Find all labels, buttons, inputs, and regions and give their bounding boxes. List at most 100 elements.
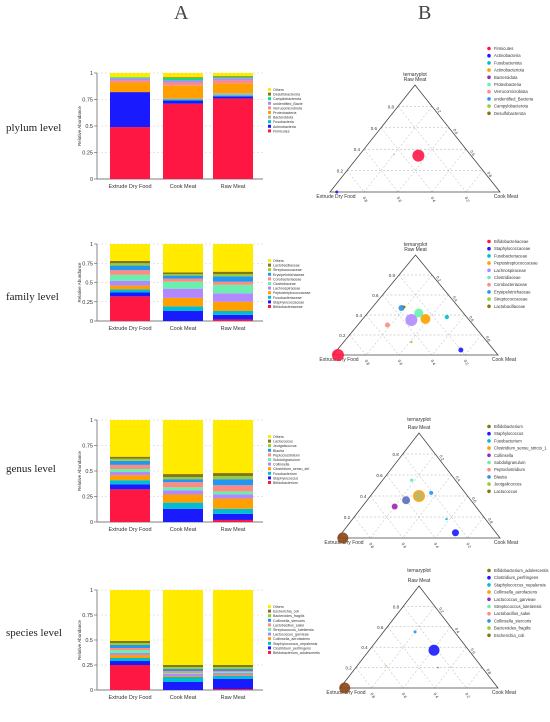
bar-segment	[163, 490, 203, 495]
ternary-legend-dot	[487, 239, 491, 244]
ternary-legend-dot	[487, 97, 491, 101]
level-label-genus: genus level	[6, 463, 56, 475]
legend-label: Staphylococcus	[273, 476, 298, 480]
bar-segment	[163, 73, 203, 78]
bar-segment	[110, 655, 150, 658]
bar-segment	[213, 310, 253, 315]
bar-segment	[110, 590, 150, 641]
ternary-tick-label: 0.2	[435, 275, 442, 283]
legend-label: Streptococcus_lutetiensis	[273, 628, 314, 632]
bar-segment	[110, 643, 150, 645]
y-tick-label: 0.75	[82, 261, 93, 267]
legend-label: Staphylococcus_nepalensis	[273, 642, 318, 646]
y-tick-label: 0.25	[82, 151, 93, 157]
ternary-grid	[464, 334, 482, 356]
bar-segment	[163, 673, 203, 674]
ternary-tick-label: 0.4	[356, 313, 363, 318]
bar-segment	[110, 292, 150, 297]
ternary-tick-label: 0.6	[372, 293, 379, 298]
ternary-tick-label: 0.4	[454, 627, 461, 635]
ternary-legend-label: Bacteroides_fragilis	[494, 626, 531, 631]
bar-segment	[163, 281, 203, 289]
ternary-legend-dot	[487, 467, 491, 472]
bar-segment	[213, 675, 253, 676]
ternary-legend-label: unidentified_Bacteria	[494, 96, 534, 101]
ternary-legend-label: Streptococcus_lutetiensis	[494, 604, 541, 609]
ternary-grid	[435, 495, 468, 539]
ternary-tick-label: 0.2	[438, 606, 445, 614]
y-tick-label: 0.5	[85, 281, 93, 287]
y-tick-label: 0.5	[85, 469, 93, 475]
vertex-label-raw: Raw Meat	[404, 77, 427, 83]
ternary-legend-dot	[487, 431, 491, 436]
ternary-point	[337, 532, 349, 544]
ternary-legend-dot	[487, 626, 491, 630]
bar-segment	[163, 99, 203, 101]
panel-letter-b: B	[418, 2, 432, 24]
ternary-point	[428, 644, 440, 656]
legend-swatch	[268, 628, 271, 631]
bar-segment	[213, 77, 253, 79]
bar-segment	[163, 665, 203, 667]
legend-label: unidentified_Bacte	[273, 102, 303, 106]
legend-swatch	[268, 444, 271, 448]
ternary-legend-dot	[487, 633, 491, 638]
legend-swatch	[268, 286, 271, 290]
legend-label: Clostridium_sensu_stri	[273, 467, 310, 471]
bar-segment	[163, 310, 203, 321]
legend-swatch	[268, 651, 271, 654]
legend-swatch	[268, 120, 271, 124]
vertex-label-cook: Cook Meat	[494, 540, 519, 546]
ternary-title: ternaryplot	[407, 417, 431, 423]
bar-segment	[110, 265, 150, 271]
legend-swatch	[268, 614, 271, 618]
legend-label: Fusobacteria	[273, 120, 294, 124]
ternary-point	[409, 478, 414, 483]
ternary-legend-label: Subdoligranulum	[494, 460, 526, 465]
ternary-legend-dot	[487, 568, 491, 573]
ternary-title: ternaryplot	[403, 72, 427, 78]
ternary-point	[402, 496, 411, 505]
ternary-tick-label: 0.4	[455, 475, 462, 483]
ternary-grid	[363, 149, 399, 193]
bar-segment	[110, 92, 150, 128]
ternary-legend-dot	[487, 261, 491, 265]
bar-segment	[213, 301, 253, 311]
level-label-phylum: plylum level	[6, 122, 62, 134]
ternary-tick-label: 0.4	[452, 128, 459, 136]
ternary-point	[335, 190, 339, 194]
bar-segment	[213, 485, 253, 492]
bar-segment	[110, 456, 150, 459]
bar-segment	[163, 420, 203, 475]
legend-swatch	[268, 448, 271, 452]
bar-segment	[213, 676, 253, 679]
ternary-legend-label: Actinobacteria	[494, 53, 521, 58]
ternary-point	[384, 322, 390, 328]
y-tick-label: 0.25	[82, 495, 93, 501]
legend-swatch	[268, 97, 271, 101]
legend-swatch	[268, 618, 271, 622]
bar-segment	[163, 667, 203, 669]
bar-segment	[163, 288, 203, 298]
bar-segment	[213, 590, 253, 665]
legend-swatch	[268, 623, 271, 627]
legend-label: Desulfobacterota	[273, 93, 300, 97]
ternary-tick-label: 0.6	[371, 126, 378, 131]
bar-segment	[110, 270, 150, 275]
y-tick-label: 0.75	[82, 613, 93, 619]
legend-swatch	[268, 435, 271, 438]
legend-swatch	[268, 268, 271, 272]
ternary-tick-label: 0.2	[344, 515, 351, 520]
bar-segment	[163, 494, 203, 503]
ternary-tick-label: 0.8	[388, 104, 395, 109]
y-tick-label: 0	[90, 319, 93, 325]
ternary-point	[385, 664, 387, 667]
bar-segment	[213, 479, 253, 486]
bar-segment	[213, 671, 253, 672]
ternary-point	[420, 314, 431, 324]
ternary-legend-label: Bifidobacterium_adolescentis	[494, 568, 548, 573]
x-tick-label: Extrude Dry Food	[108, 527, 151, 533]
x-tick-label: Cook Meat	[170, 326, 197, 332]
bar-segment	[213, 80, 253, 84]
legend-label: Corobacteriaceae	[273, 277, 301, 281]
